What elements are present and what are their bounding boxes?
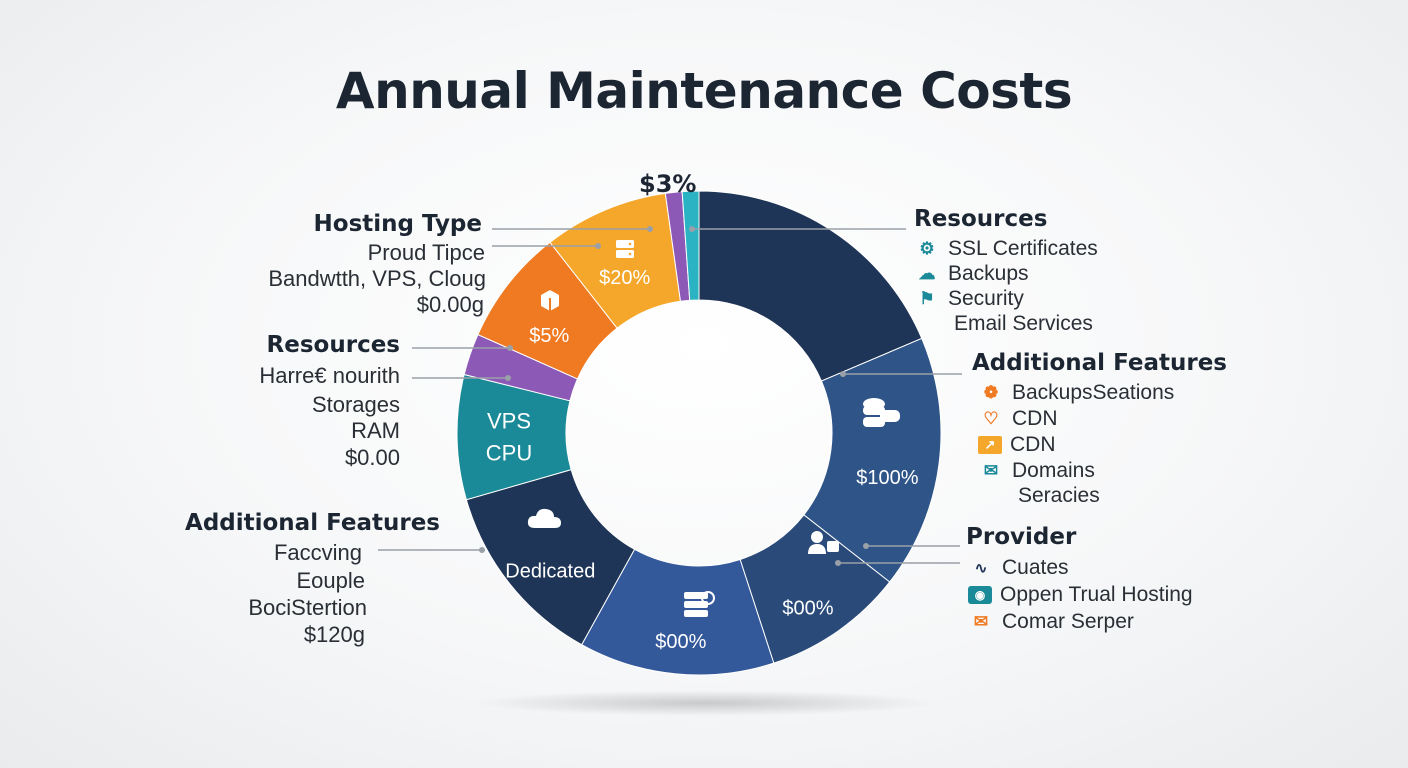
item-text: BackupsSeations (1012, 381, 1175, 404)
slice-value-label: $20% (599, 267, 650, 289)
item-text: CDN (1012, 407, 1058, 430)
resources-item: Harre€ nourith (259, 363, 400, 388)
item-text: Security (948, 287, 1024, 310)
camera-icon: ◉ (968, 586, 992, 604)
mail-icon: ✉ (983, 461, 999, 480)
right-features-item: Seracies (1018, 484, 1100, 507)
right-resources-heading: Resources (914, 206, 1048, 232)
slice-value-label: $00% (782, 598, 833, 620)
security-icon: ⚑ (919, 289, 935, 308)
item-text: Oppen Trual Hosting (1000, 583, 1193, 606)
server-icon (616, 240, 634, 258)
hosting-item: Proud Tipce (367, 240, 485, 265)
box-icon (541, 290, 559, 311)
right-features-item: ✉ Domains (978, 459, 1095, 483)
resources-item: $0.00 (344, 445, 400, 470)
features-item: $120g (303, 622, 365, 647)
chart-title: Annual Maintenance Costs (335, 62, 1073, 120)
features-heading: Additional Features (185, 510, 440, 536)
top-value-label: $3% (639, 170, 697, 198)
right-resources-item: ⚙ SSL Certificates (914, 237, 1098, 261)
right-resources-item: ☁ Backups (914, 262, 1029, 286)
envelope-icon: ✉ (973, 612, 989, 631)
backup-icon: ❁ (983, 383, 999, 402)
provider-item: ◉ Oppen Trual Hosting (968, 583, 1193, 607)
right-features-item: ❁ BackupsSeations (978, 381, 1174, 405)
trend-icon: ∿ (974, 560, 988, 577)
item-text: Cuates (1002, 556, 1069, 579)
item-text: Domains (1012, 459, 1095, 482)
chart-icon: ↗ (978, 436, 1002, 454)
slice-value-label: CPU (486, 440, 532, 465)
cloud-icon (527, 508, 561, 528)
slice-value-label: $5% (529, 325, 569, 347)
donut-slice (803, 337, 942, 583)
provider-heading: Provider (966, 524, 1077, 550)
cloud-icon: ☁ (918, 264, 936, 283)
right-features-item: ♡ CDN (978, 407, 1058, 431)
slice-value-label: VPS (487, 408, 531, 433)
resources-item: RAM (351, 418, 400, 443)
hosting-item: $0.00g (416, 292, 484, 317)
hosting-heading: Hosting Type (313, 211, 482, 237)
server-stack-icon (684, 591, 715, 617)
database-icon (863, 398, 900, 427)
item-text: CDN (1010, 433, 1056, 456)
heart-icon: ♡ (983, 409, 999, 428)
resources-item: Storages (311, 392, 400, 417)
right-features-item: ↗ CDN (978, 433, 1056, 457)
right-features-heading: Additional Features (972, 350, 1227, 376)
item-text: Comar Serper (1002, 610, 1134, 633)
hosting-item: Bandwtth, VPS, Cloug (268, 266, 486, 291)
users-icon (808, 531, 839, 554)
chart-shadow (470, 690, 940, 716)
ssl-icon: ⚙ (919, 239, 935, 258)
provider-item: ✉ Comar Serper (968, 610, 1134, 634)
item-text: SSL Certificates (948, 237, 1098, 260)
right-resources-item: ⚑ Security (914, 287, 1024, 311)
donut-slice (698, 190, 923, 382)
provider-item: ∿ Cuates (968, 556, 1069, 580)
features-item: Faccving (273, 540, 362, 565)
donut-slice (681, 190, 700, 301)
right-resources-item: Email Services (954, 312, 1093, 335)
slice-value-label: $100% (856, 467, 918, 489)
features-item: Eouple (296, 568, 365, 593)
resources-heading: Resources (266, 332, 400, 358)
slice-value-label: $00% (655, 631, 706, 653)
features-item: BociStertion (248, 595, 367, 620)
item-text: Backups (948, 262, 1029, 285)
slice-value-label: Dedicated (505, 560, 595, 582)
